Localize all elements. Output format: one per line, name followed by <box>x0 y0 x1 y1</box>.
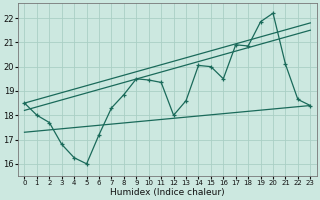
X-axis label: Humidex (Indice chaleur): Humidex (Indice chaleur) <box>110 188 225 197</box>
